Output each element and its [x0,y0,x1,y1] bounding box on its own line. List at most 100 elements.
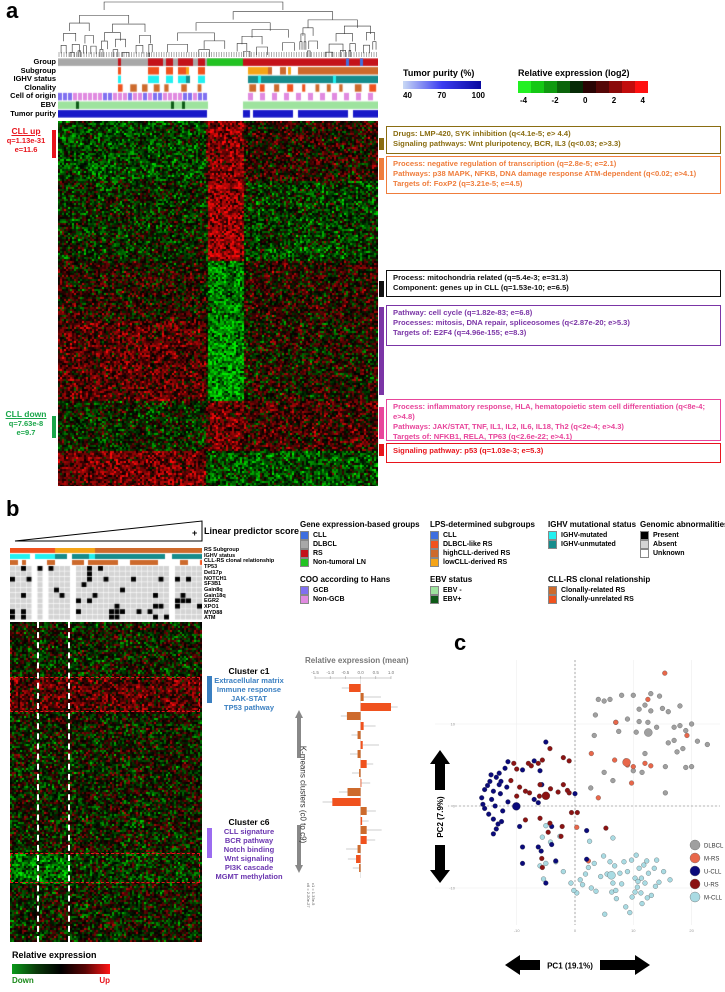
point-DLBCL [645,719,651,725]
legend-key [689,891,701,903]
mutation-label: SF3B1 [204,581,222,588]
cll-down-bar [52,416,56,438]
relative-expression-legend-b: Relative expression Down Up [12,950,110,985]
point-U-CLL [479,795,485,801]
bar [360,760,367,768]
cluster-qvalues: c1 = 1.33e-5 c6 = 2.20e-27 [306,883,316,913]
point-M-CLL [651,865,657,871]
point-DLBCL [591,732,597,739]
point-DLBCL [642,750,648,757]
legend-item-label: DLBCL-like RS [443,541,493,548]
point-U-RS [547,786,554,792]
cluster-c1-bar [207,676,212,703]
pca-scatter-plot: -10 0 10 20 10 0 -10 DLBCL M-RS U-CLL U-RS M-CLL PC1… [430,660,724,975]
kmeans-arrow [295,710,303,880]
point-DLBCL [648,708,654,714]
point-M-CLL [560,869,566,875]
point-U-RS [539,757,545,763]
x-tick-label: -10 [514,928,521,933]
point-U-CLL [500,808,506,814]
point-M-RS [662,670,668,676]
legend-swatch [300,540,309,549]
legend-title: Genomic abnormalities [640,520,725,529]
divider-line [37,622,39,942]
centroid-M-CLL [607,871,616,880]
dendrogram [58,1,377,57]
point-M-CLL [617,870,623,876]
cluster-c6-term: CLL signature [223,827,275,836]
cluster-side-bar [379,158,384,180]
enrichment-box: Process: negative regulation of transcri… [386,156,721,194]
cll-down-q: q=7.63e-8 [8,419,44,428]
cluster-c6-bar [207,828,212,858]
enrichment-line: Pathways: p38 MAPK, NFKB, DNA damage res… [393,169,697,178]
legend-item: highCLL-derived RS [430,549,535,558]
point-U-CLL [584,856,590,862]
legend-swatch [640,531,649,540]
point-DLBCL [665,740,671,746]
legend-swatch [640,540,649,549]
point-DLBCL [689,764,695,770]
point-U-CLL [489,796,495,802]
point-U-RS [514,793,520,799]
point-M-CLL [638,890,644,896]
cluster-side-bar [379,138,384,150]
point-M-CLL [644,895,650,901]
cluster-c1-term: TP53 pathway [223,703,275,712]
point-DLBCL [636,706,642,712]
point-U-CLL [517,823,523,830]
point-U-RS [545,829,551,835]
annotation-row-label: Cell of origin [10,91,56,101]
annotation-row-labels: Group Subgroup IGHV status Clonality Cell of… [0,57,56,118]
annotation-row-label: Tumor purity [10,108,56,118]
legend-title: COO according to Hans [300,575,391,584]
point-M-CLL [543,860,549,866]
point-U-CLL [549,841,555,848]
point-M-RS [612,757,618,763]
legend-swatch [430,586,439,595]
cll-down-annotation: CLL down q=7.63e-8 e=9.7 [2,410,50,438]
point-M-CLL [667,877,673,883]
point-M-CLL [540,876,547,882]
mean-expression-bar-chart: -1.5 -1.0 -0.5 0.0 0.5 1.0 [311,670,398,878]
cluster-c6-term: PI3K cascade [224,863,274,872]
legend-key [689,865,701,877]
point-M-CLL [619,881,625,887]
point-M-CLL [652,883,659,889]
tumor-purity-scale [403,81,481,89]
point-U-CLL [519,844,526,850]
expr-tick: -2 [551,96,559,105]
legend-swatch [300,595,309,604]
legend-title: EBV status [430,575,473,584]
cll-up-q: q=1.13e-31 [6,136,46,145]
point-M-CLL [648,892,654,898]
point-M-CLL [601,853,607,859]
legend-group: COO according to Hans GCB Non-GCB [300,575,390,604]
point-U-RS [547,820,553,826]
point-U-CLL [531,796,537,802]
point-U-CLL [486,811,492,817]
legend-item: Non-tumoral LN [300,558,420,567]
point-M-CLL [629,894,635,900]
point-M-RS [684,732,690,739]
point-DLBCL [689,721,695,727]
point-U-CLL [519,860,526,866]
legend-item-label: DLBCL [313,541,337,548]
point-DLBCL [595,696,601,702]
centroid-U-CLL [512,802,521,811]
legend-label: U-RS [704,883,719,889]
purity-tick: 70 [437,91,447,100]
point-U-CLL [498,778,504,784]
expr-tick: -4 [520,96,528,105]
point-U-CLL [490,816,496,822]
tumor-purity-title: Tumor purity (%) [403,68,475,78]
legend-swatch [430,540,439,549]
cluster-side-bar [379,407,384,439]
point-U-RS [564,787,570,793]
point-U-RS [559,823,565,830]
point-U-RS [537,815,543,821]
legend-swatch [430,595,439,604]
point-U-CLL [493,774,499,780]
bar [360,826,367,834]
point-U-CLL [505,799,511,805]
